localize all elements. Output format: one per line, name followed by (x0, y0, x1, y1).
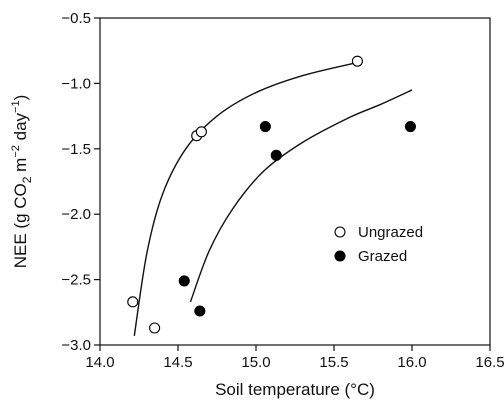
grazed-point (178, 275, 190, 287)
x-tick-label: 16.5 (475, 354, 504, 371)
x-tick-label: 14.0 (85, 354, 114, 371)
x-tick-label: 14.5 (163, 354, 192, 371)
y-tick-label: −1.0 (61, 75, 91, 92)
ungrazed-point (149, 322, 161, 334)
y-tick-label: −0.5 (61, 10, 91, 27)
fit-curve-grazed (189, 89, 413, 303)
y-axis-title-part: NEE (g CO (11, 183, 30, 268)
axes: 14.0 14.5 15.0 15.5 16.0 16.5 −3.0 −2.5 −2.0 −1.5… (61, 10, 504, 371)
legend-marker-ungrazed (334, 226, 346, 238)
y-axis-title-superscript: −2 (10, 145, 22, 158)
plot-frame (99, 17, 491, 346)
grazed-point (259, 121, 271, 133)
x-tick-label: 15.5 (319, 354, 348, 371)
data-points (127, 55, 416, 334)
y-axis-title-part: ) (11, 95, 30, 101)
y-tick-label: −2.5 (61, 272, 91, 289)
y-tick-label: −3.0 (61, 337, 91, 354)
y-axis-title-superscript: −1 (10, 100, 22, 113)
y-axis-title-part: day (11, 112, 30, 145)
x-tick-label: 16.0 (397, 354, 426, 371)
legend-marker-grazed (334, 250, 346, 262)
grazed-point (270, 149, 282, 161)
grazed-point (194, 305, 206, 317)
grazed-point (404, 121, 416, 133)
y-axis-title-part: m (11, 158, 30, 177)
legend: Ungrazed Grazed (334, 224, 423, 265)
y-axis-title-subscript: 2 (20, 176, 34, 183)
ungrazed-point (195, 126, 207, 138)
ungrazed-point (127, 296, 139, 308)
legend-label-ungrazed: Ungrazed (358, 224, 423, 241)
fit-curve-ungrazed (133, 61, 358, 336)
y-tick-label: −2.0 (61, 206, 91, 223)
y-axis-title: NEE (g CO2 m−2 day−1) (10, 95, 34, 269)
ungrazed-point (351, 55, 363, 67)
y-tick-label: −1.5 (61, 141, 91, 158)
legend-label-grazed: Grazed (358, 248, 407, 265)
x-axis-title: Soil temperature (°C) (215, 380, 375, 399)
fit-curves (133, 61, 413, 336)
x-tick-label: 15.0 (241, 354, 270, 371)
